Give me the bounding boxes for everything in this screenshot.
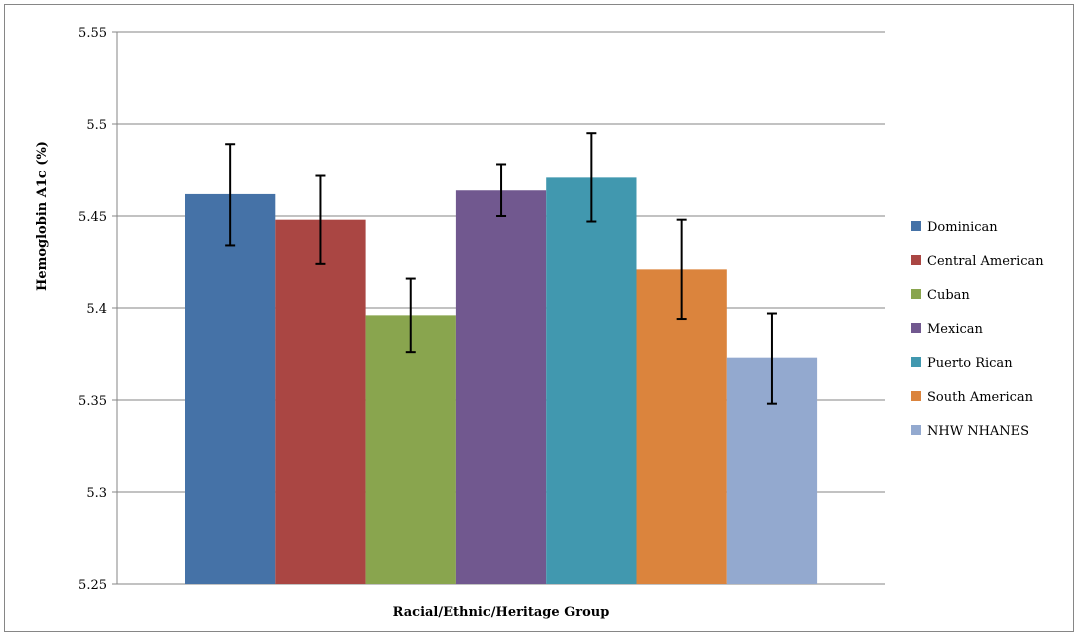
legend-swatch [911, 425, 921, 435]
legend-swatch [911, 357, 921, 367]
legend-label: Puerto Rican [927, 356, 1013, 371]
legend-label: South American [927, 390, 1034, 405]
bar-central-american [275, 219, 366, 584]
legend-label: Dominican [927, 220, 998, 235]
y-tick-label: 5.3 [86, 486, 107, 501]
y-tick-label: 5.35 [78, 394, 107, 409]
bar-cuban [365, 315, 456, 584]
legend-swatch [911, 289, 921, 299]
y-tick-label: 5.55 [78, 26, 107, 41]
bars-layer [185, 177, 818, 585]
legend-label: Central American [927, 254, 1044, 269]
legend-swatch [911, 391, 921, 401]
bar-mexican [455, 190, 547, 585]
y-axis-title: Hemoglobin A1c (%) [35, 141, 50, 291]
legend-label: Cuban [927, 288, 970, 303]
y-tick-label: 5.25 [78, 578, 107, 593]
bar-puerto-rican [546, 177, 637, 585]
y-tick-labels: 5.25 5.3 5.35 5.4 5.45 5.5 5.55 [78, 26, 107, 593]
bar-dominican [185, 193, 276, 585]
y-tick-label: 5.5 [86, 118, 107, 133]
legend-swatch [911, 221, 921, 231]
chart-svg: 5.25 5.3 5.35 5.4 5.45 5.5 5.55 Dominican Centr… [35, 26, 1044, 620]
legend: Dominican Central American Cuban Mexican Pue… [911, 220, 1044, 439]
legend-swatch [911, 323, 921, 333]
y-tick-label: 5.4 [86, 302, 107, 317]
bar-south-american [636, 269, 727, 584]
chart-frame: 5.25 5.3 5.35 5.4 5.45 5.5 5.55 Dominican Centr… [4, 4, 1074, 632]
x-axis-title: Racial/Ethnic/Heritage Group [393, 605, 610, 620]
error-bars-layer [225, 132, 777, 405]
y-tick-label: 5.45 [78, 210, 107, 225]
legend-label: Mexican [927, 322, 984, 337]
legend-swatch [911, 255, 921, 265]
legend-label: NHW NHANES [927, 424, 1029, 439]
